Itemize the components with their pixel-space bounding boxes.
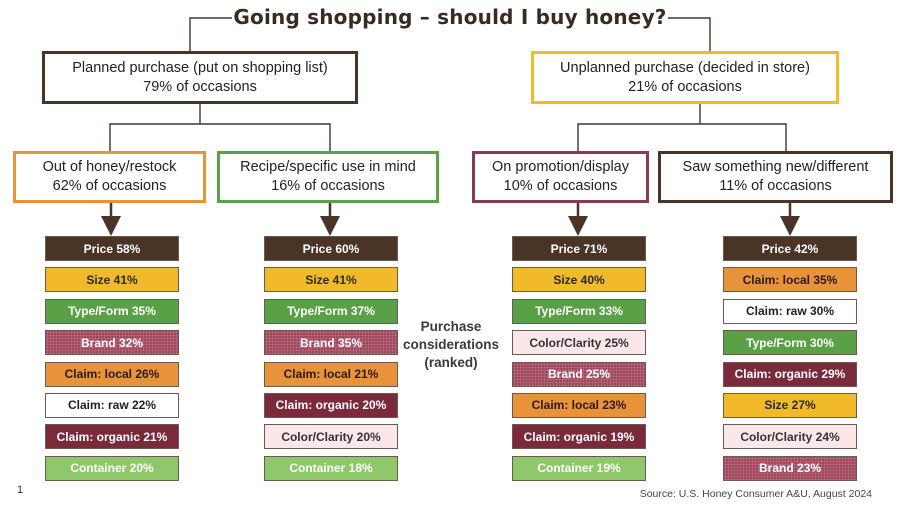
purchase-considerations-label: Purchase considerations (ranked) xyxy=(400,318,502,372)
consideration-item-local: Claim: local 35% xyxy=(723,267,857,293)
purchase-label-line: (ranked) xyxy=(424,355,478,370)
consideration-item-price: Price 58% xyxy=(45,236,179,261)
consideration-item-type: Type/Form 30% xyxy=(723,330,857,356)
considerations-list-promotion: Price 71% Size 40% Type/Form 33% Color/Clar… xyxy=(512,236,646,487)
branch-box-restock: Out of honey/restock 62% of occasions xyxy=(13,151,206,203)
consideration-item-price: Price 42% xyxy=(723,236,857,261)
considerations-list-new: Price 42% Claim: local 35% Claim: raw 30% T… xyxy=(723,236,857,487)
consideration-item-price: Price 71% xyxy=(512,236,646,261)
consideration-item-clarity: Color/Clarity 25% xyxy=(512,330,646,356)
consideration-item-clarity: Color/Clarity 20% xyxy=(264,424,398,450)
purchase-label-line: considerations xyxy=(402,337,500,352)
branch-share: 10% of occasions xyxy=(503,178,618,194)
consideration-item-organic: Claim: organic 21% xyxy=(45,424,179,450)
branch-share: 16% of occasions xyxy=(271,178,385,194)
consideration-item-brand: Brand 25% xyxy=(512,361,646,387)
unplanned-purchase-share: 21% of occasions xyxy=(628,78,742,95)
unplanned-purchase-box: Unplanned purchase (decided in store) 21… xyxy=(531,51,839,104)
consideration-item-organic: Claim: organic 19% xyxy=(512,424,646,450)
planned-purchase-share: 79% of occasions xyxy=(143,78,257,95)
consideration-item-container: Container 18% xyxy=(264,455,398,481)
consideration-item-local: Claim: local 23% xyxy=(512,392,646,418)
branch-box-promotion: On promotion/display 10% of occasions xyxy=(472,151,649,203)
consideration-item-clarity: Color/Clarity 24% xyxy=(723,424,857,450)
branch-label: Out of honey/restock xyxy=(42,159,177,175)
consideration-item-price: Price 60% xyxy=(264,236,398,261)
branch-label: On promotion/display xyxy=(491,159,629,175)
connector-unplanned-split xyxy=(577,123,787,151)
consideration-item-local: Claim: local 21% xyxy=(264,361,398,387)
consideration-item-brand: Brand 32% xyxy=(45,330,179,356)
consideration-item-size: Size 41% xyxy=(45,267,179,293)
consideration-item-type: Type/Form 33% xyxy=(512,298,646,324)
connector-planned-split xyxy=(109,123,331,151)
considerations-list-recipe: Price 60% Size 41% Type/Form 37% Brand 35% C… xyxy=(264,236,398,487)
branch-label: Recipe/specific use in mind xyxy=(240,159,416,175)
consideration-item-container: Container 20% xyxy=(45,455,179,481)
considerations-list-restock: Price 58% Size 41% Type/Form 35% Brand 32% C… xyxy=(45,236,179,487)
branch-box-recipe: Recipe/specific use in mind 16% of occas… xyxy=(217,151,439,203)
source-note: Source: U.S. Honey Consumer A&U, August … xyxy=(639,488,872,500)
branch-box-new: Saw something new/different 11% of occas… xyxy=(658,151,893,203)
consideration-item-size: Size 27% xyxy=(723,392,857,418)
consideration-item-size: Size 40% xyxy=(512,267,646,293)
consideration-item-brand: Brand 23% xyxy=(723,455,857,481)
purchase-label-line: Purchase xyxy=(420,319,482,334)
consideration-item-organic: Claim: organic 29% xyxy=(723,361,857,387)
consideration-item-size: Size 41% xyxy=(264,267,398,293)
consideration-item-raw: Claim: raw 22% xyxy=(45,392,179,418)
planned-purchase-box: Planned purchase (put on shopping list) … xyxy=(42,51,358,104)
branch-share: 62% of occasions xyxy=(52,178,167,194)
consideration-item-raw: Claim: raw 30% xyxy=(723,298,857,324)
consideration-item-local: Claim: local 26% xyxy=(45,361,179,387)
page-title: Going shopping – should I buy honey? xyxy=(233,5,667,29)
branch-label: Saw something new/different xyxy=(682,159,869,175)
consideration-item-type: Type/Form 37% xyxy=(264,298,398,324)
consideration-item-container: Container 19% xyxy=(512,455,646,481)
consideration-item-brand: Brand 35% xyxy=(264,330,398,356)
branch-share: 11% of occasions xyxy=(719,178,832,194)
consideration-item-type: Type/Form 35% xyxy=(45,298,179,324)
unplanned-purchase-label: Unplanned purchase (decided in store) xyxy=(560,59,810,76)
page-number: 1 xyxy=(17,484,24,496)
consideration-item-organic: Claim: organic 20% xyxy=(264,392,398,418)
planned-purchase-label: Planned purchase (put on shopping list) xyxy=(72,59,328,76)
connector-title-to-planned xyxy=(189,17,232,51)
